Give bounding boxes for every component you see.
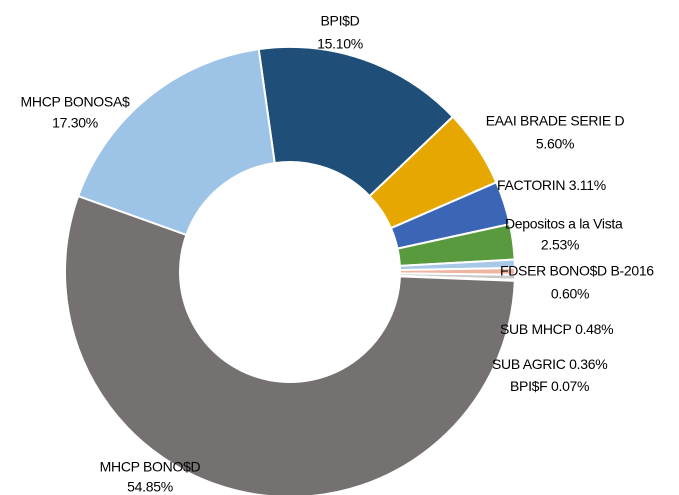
data-label: SUB MHCP 0.48%	[500, 321, 613, 337]
value-label: 15.10%	[317, 36, 363, 52]
category-label: MHCP BONOSA$	[21, 94, 130, 110]
category-label: SUB AGRIC	[492, 356, 566, 372]
donut-slice	[76, 48, 276, 237]
category-label: EAAI BRADE SERIE D	[486, 113, 625, 129]
value-label: 0.07%	[551, 378, 589, 394]
value-label: 17.30%	[52, 115, 98, 131]
category-label: MHCP BONO$D	[100, 459, 201, 475]
category-label: BPI$D	[321, 13, 360, 29]
value-label: 3.11%	[569, 177, 606, 193]
category-label: FDSER BONO$D B-2016	[500, 263, 654, 279]
value-label: 0.36%	[569, 356, 607, 372]
category-label: BPI$F	[510, 378, 547, 394]
value-label: 0.48%	[575, 321, 613, 337]
data-label: BPI$F 0.07%	[510, 378, 589, 394]
donut-slice	[257, 46, 455, 198]
data-label: SUB AGRIC 0.36%	[492, 356, 607, 372]
category-label: FACTORIN	[497, 177, 565, 193]
value-label: 5.60%	[536, 136, 574, 152]
value-label: 2.53%	[541, 237, 579, 253]
category-label: Depositos a la Vista	[505, 216, 623, 232]
donut-slice	[64, 194, 516, 495]
value-label: 54.85%	[127, 479, 173, 495]
value-label: 0.60%	[551, 286, 589, 302]
data-label: FACTORIN 3.11%	[497, 177, 606, 193]
category-label: SUB MHCP	[500, 321, 572, 337]
